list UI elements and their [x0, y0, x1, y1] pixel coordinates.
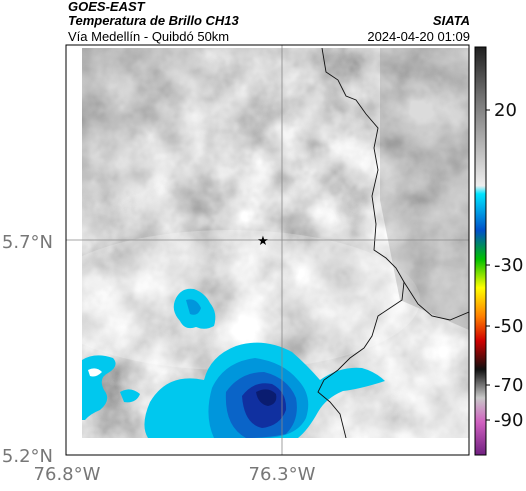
colorbar-tick-label: -90 — [494, 410, 523, 431]
longitude-tick-labels: 76.8°W 76.3°W — [34, 464, 316, 485]
colorbar-border — [474, 46, 487, 456]
cold-cloud-tops — [82, 288, 385, 438]
location-star-icon: ★ — [257, 234, 269, 249]
colorbar-tick-label: -50 — [494, 316, 523, 337]
border-line-east — [317, 48, 405, 438]
colorbar-tick-label: -30 — [494, 255, 523, 276]
product-title: Temperatura de Brillo CH13 — [68, 13, 239, 28]
route-label: Vía Medellín - Quibdó 50km — [68, 29, 230, 44]
colorbar: 20 -30 -50 -70 -90 — [474, 46, 523, 456]
colorbar-gradient — [475, 47, 486, 455]
lon-tick-label: 76.8°W — [34, 464, 101, 485]
lat-tick-label: 5.2°N — [2, 446, 53, 467]
map-border — [65, 44, 470, 456]
border-lines — [317, 48, 469, 438]
lon-tick-label: 76.3°W — [249, 464, 316, 485]
colorbar-tick-label: -70 — [494, 375, 523, 396]
datetime-label: 2024-04-20 01:09 — [367, 29, 470, 44]
organization-label: SIATA — [432, 13, 470, 28]
latitude-tick-labels: 5.7°N 5.2°N — [2, 232, 53, 467]
lat-tick-label: 5.7°N — [2, 232, 53, 253]
colorbar-tick-label: 20 — [494, 100, 517, 121]
satellite-title: GOES-EAST — [68, 0, 145, 14]
border-line-south — [403, 281, 469, 321]
